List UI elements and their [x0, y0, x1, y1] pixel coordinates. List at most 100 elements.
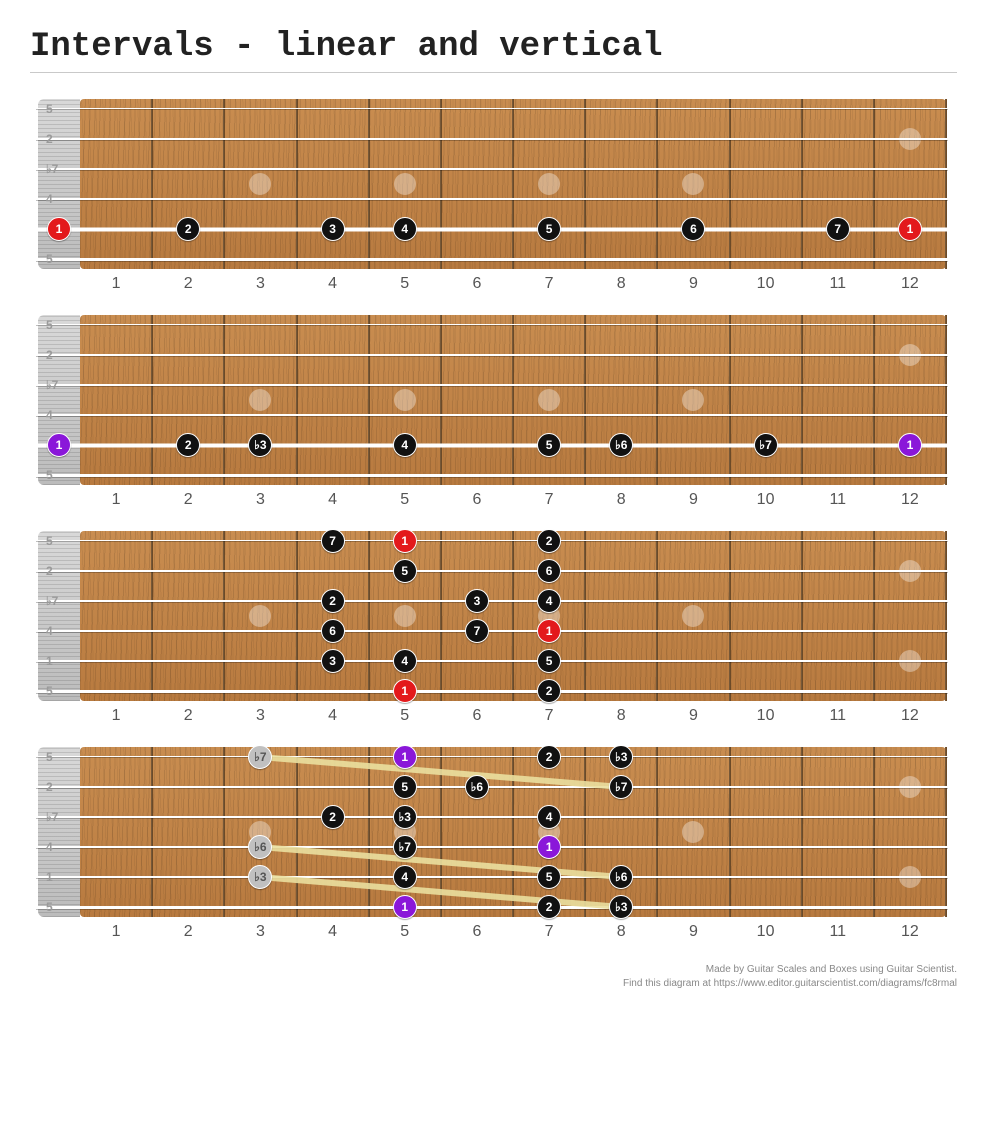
fret-marker: [682, 389, 704, 411]
interval-dot: ♭6: [465, 775, 489, 799]
open-string-label: ♭7: [46, 162, 58, 176]
interval-dot-label: 1: [546, 840, 553, 854]
fret-wire: [801, 99, 803, 269]
interval-dot-label: 3: [329, 654, 336, 668]
interval-dot-label: 2: [329, 810, 336, 824]
interval-dot: 5: [537, 865, 561, 889]
open-string-label: 1: [46, 654, 53, 668]
interval-dot: 1: [898, 433, 922, 457]
interval-dot-label: 1: [907, 438, 914, 452]
fret-number: 7: [545, 707, 554, 725]
fret-number: 9: [689, 275, 698, 293]
interval-dot-label: 2: [185, 438, 192, 452]
fret-number: 3: [256, 923, 265, 941]
interval-dot: 4: [537, 589, 561, 613]
fret-number: 9: [689, 491, 698, 509]
fret-wire: [151, 315, 153, 485]
interval-dot-label: 2: [546, 684, 553, 698]
interval-dot: 4: [537, 805, 561, 829]
fret-wire: [945, 531, 947, 701]
fret-wire: [729, 315, 731, 485]
interval-dot-label: 5: [401, 780, 408, 794]
interval-dot: ♭7: [393, 835, 417, 859]
open-string-label: 5: [46, 252, 53, 266]
interval-dot: 5: [537, 649, 561, 673]
fretboard-diagram: 52♭741512345671: [38, 99, 946, 269]
interval-dot: 4: [393, 865, 417, 889]
interval-dot-label: ♭7: [254, 750, 266, 764]
interval-dot: 1: [537, 619, 561, 643]
fret-wire: [729, 747, 731, 917]
fret-wire: [296, 99, 298, 269]
fret-number: 5: [400, 923, 409, 941]
guitar-string: [36, 600, 948, 602]
fret-number: 8: [617, 275, 626, 293]
interval-dot-label: 1: [56, 438, 63, 452]
interval-dot-label: 1: [907, 222, 914, 236]
fret-number: 10: [757, 923, 775, 941]
fret-wire: [440, 747, 442, 917]
interval-dot: 2: [537, 895, 561, 919]
interval-dot: 1: [393, 529, 417, 553]
fret-number-row: 123456789101112: [38, 485, 946, 513]
fret-marker: [249, 389, 271, 411]
fret-wire: [368, 747, 370, 917]
fret-wire: [440, 315, 442, 485]
interval-dot: 2: [176, 433, 200, 457]
fret-number-row: 123456789101112: [38, 917, 946, 945]
guitar-string: [36, 198, 948, 200]
fret-wire: [223, 531, 225, 701]
fret-number: 12: [901, 491, 919, 509]
fret-number: 11: [829, 491, 846, 509]
interval-dot: ♭3: [609, 895, 633, 919]
fret-wire: [584, 315, 586, 485]
fret-number: 2: [184, 491, 193, 509]
interval-dot: 1: [47, 217, 71, 241]
fret-number: 8: [617, 491, 626, 509]
interval-dot: ♭3: [248, 433, 272, 457]
fret-wire: [223, 99, 225, 269]
guitar-string: [36, 354, 948, 356]
fret-wire: [584, 99, 586, 269]
fret-wire: [945, 747, 947, 917]
interval-dot: 2: [321, 805, 345, 829]
interval-dot-label: 1: [401, 750, 408, 764]
fretboard-diagram: 52♭741512♭345♭6♭71: [38, 315, 946, 485]
fret-marker: [682, 605, 704, 627]
interval-dot: 2: [537, 745, 561, 769]
fret-number: 4: [328, 275, 337, 293]
interval-dot: 1: [393, 679, 417, 703]
fret-wire: [873, 747, 875, 917]
fretboard-diagram: 52♭74157125623467134512: [38, 531, 946, 701]
nut: [38, 531, 80, 701]
interval-dot-label: ♭3: [615, 900, 627, 914]
fret-marker: [538, 173, 560, 195]
open-string-label: 2: [46, 564, 53, 578]
fret-marker: [249, 605, 271, 627]
interval-dot-label: ♭7: [759, 438, 771, 452]
fretboards-container: 52♭74151234567112345678910111252♭741512♭…: [30, 99, 957, 945]
interval-dot-label: 2: [546, 900, 553, 914]
interval-dot-label: 4: [546, 594, 553, 608]
interval-dot-label: 7: [474, 624, 481, 638]
guitar-string: [36, 630, 948, 632]
interval-dot: 4: [393, 649, 417, 673]
interval-dot-label: ♭7: [399, 840, 411, 854]
fret-number: 6: [472, 491, 481, 509]
guitar-string: [36, 108, 948, 109]
guitar-string: [36, 660, 948, 662]
fret-number: 3: [256, 275, 265, 293]
interval-dot-label: 5: [546, 222, 553, 236]
open-string-label: 5: [46, 750, 53, 764]
interval-dot: ♭3: [393, 805, 417, 829]
fret-marker: [538, 389, 560, 411]
fret-number: 7: [545, 275, 554, 293]
fretboard: 52♭7415♭712♭35♭6♭72♭34♭6♭71♭345♭612♭3123…: [30, 747, 957, 945]
guitar-string: [36, 540, 948, 541]
nut: [38, 747, 80, 917]
fret-wire: [801, 315, 803, 485]
fret-wire: [656, 747, 658, 917]
guitar-string: [36, 690, 948, 693]
interval-dot-label: ♭6: [615, 870, 627, 884]
fret-number: 10: [757, 491, 775, 509]
